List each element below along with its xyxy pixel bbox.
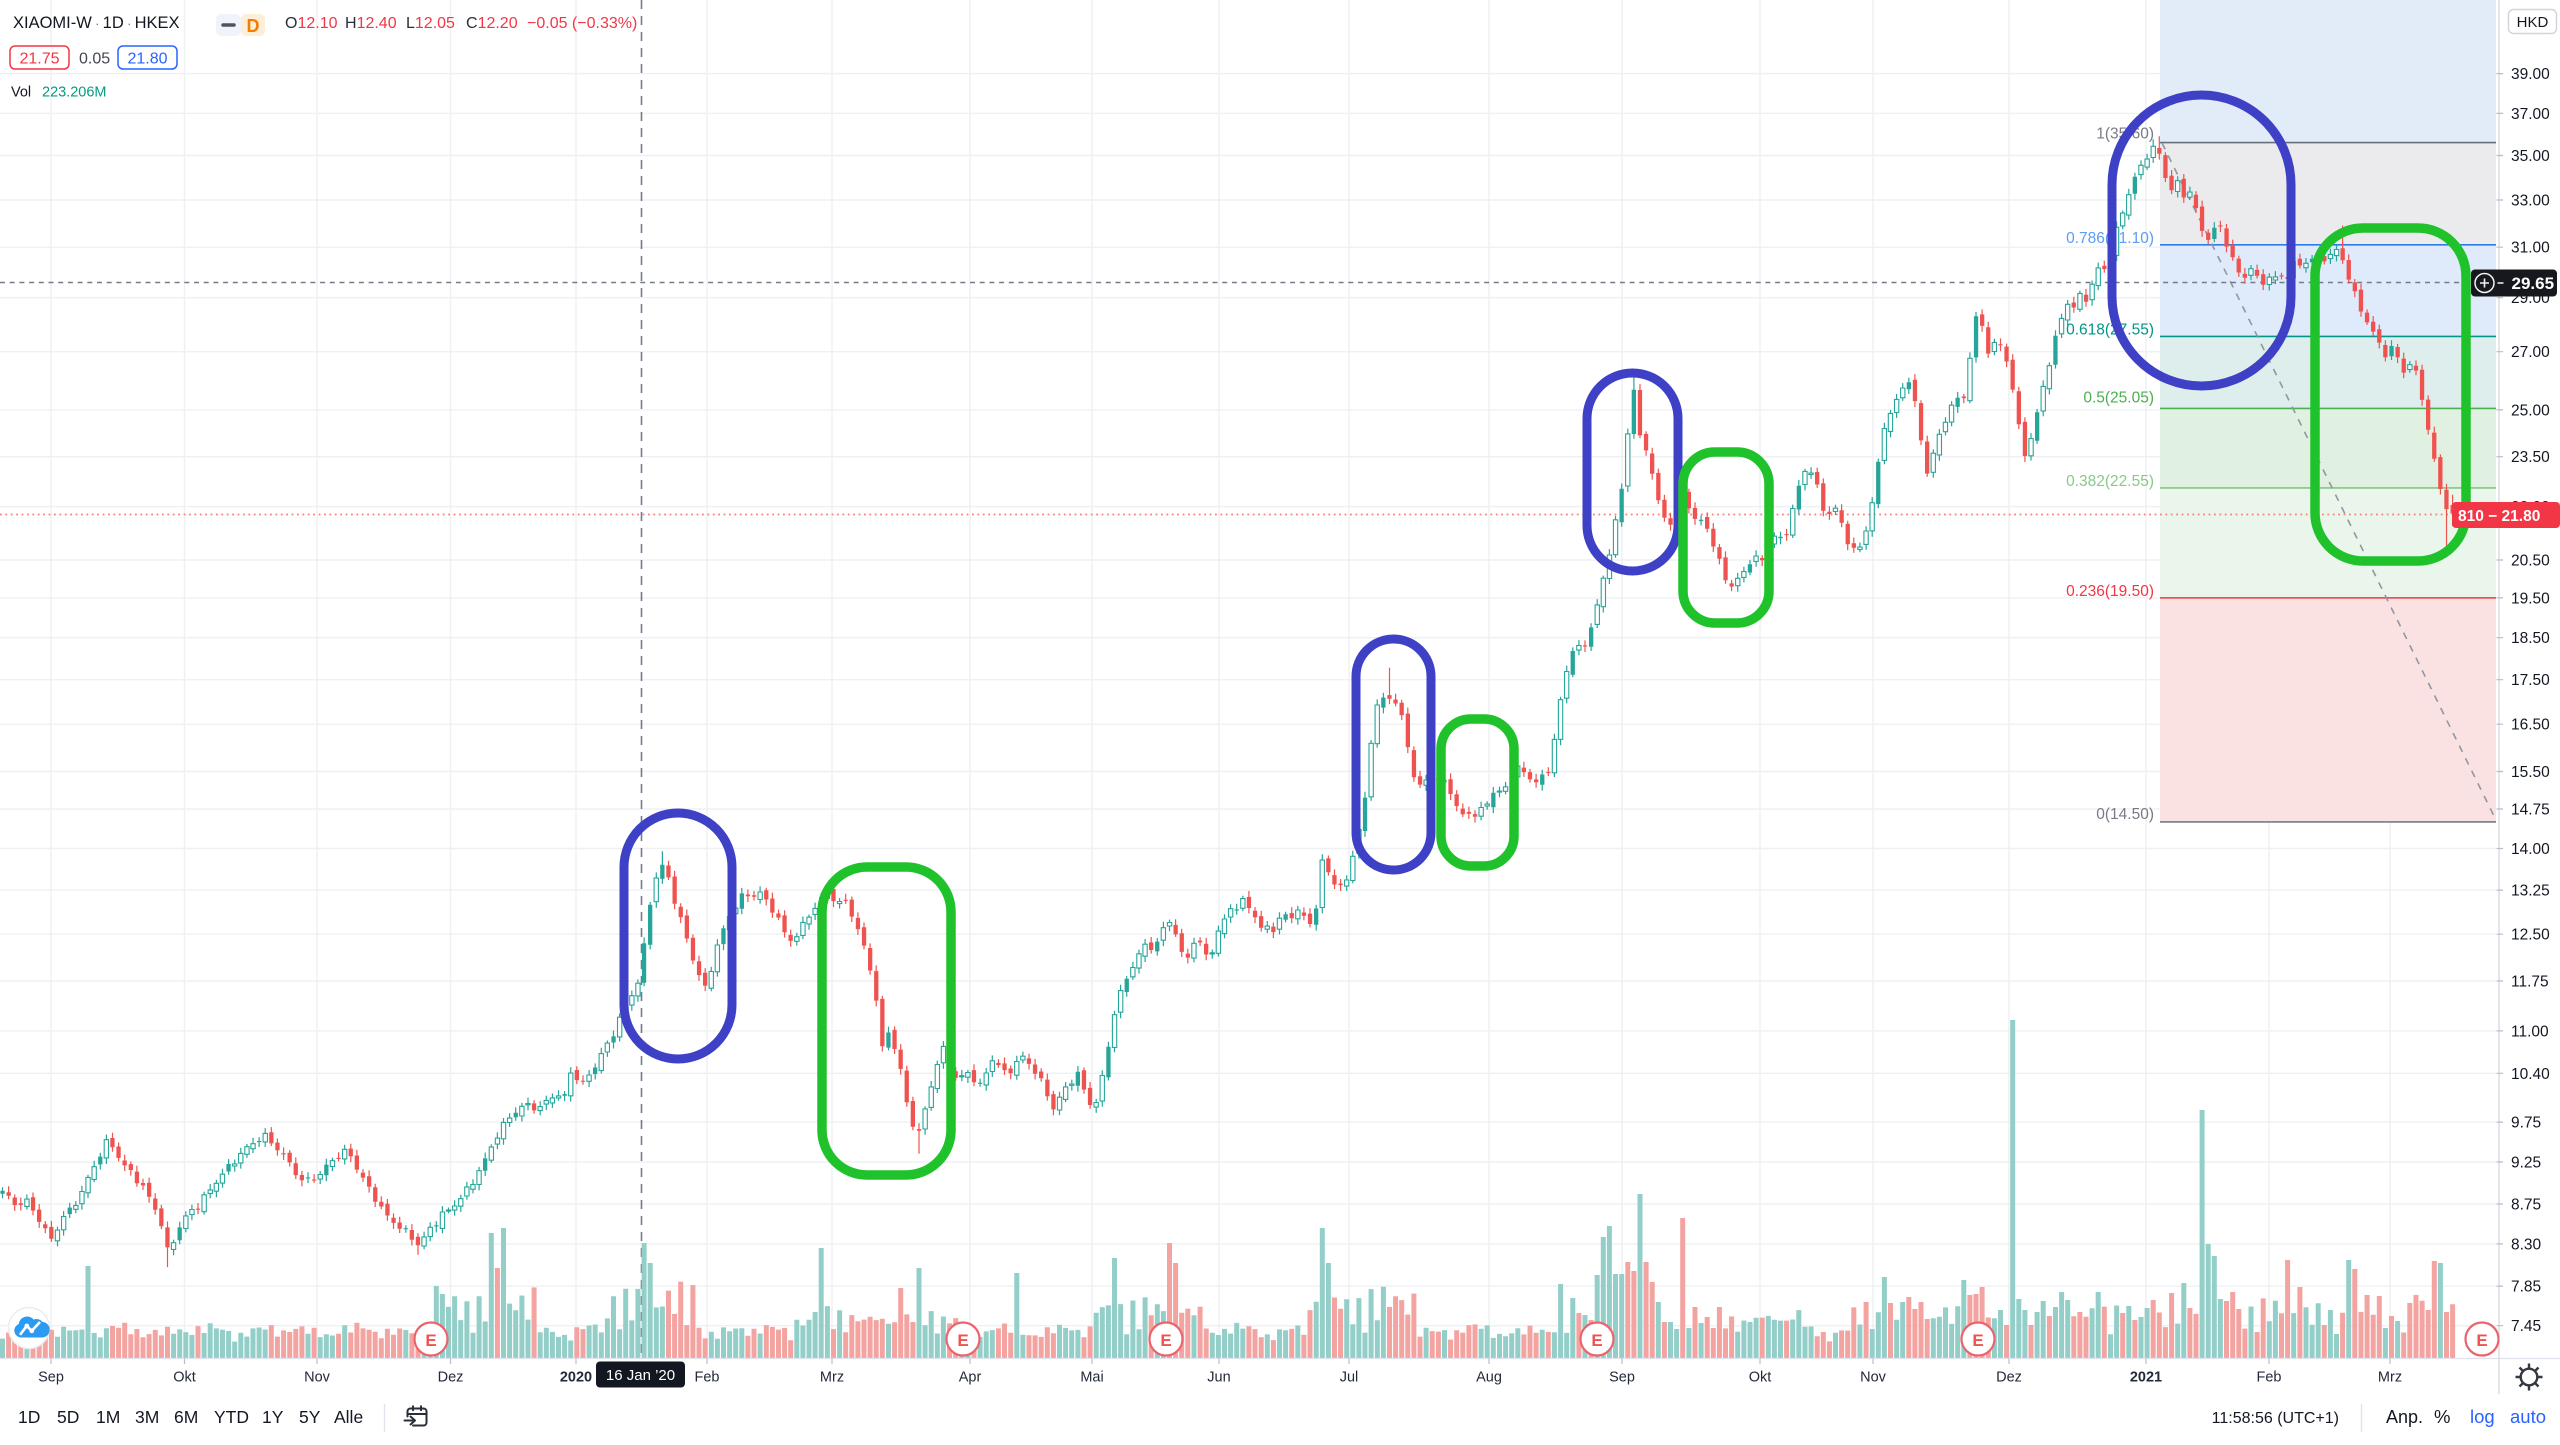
svg-text:31.00: 31.00 [2511, 240, 2550, 257]
svg-text:23.50: 23.50 [2511, 449, 2550, 466]
svg-text:15.50: 15.50 [2511, 764, 2550, 781]
svg-text:C12.20: C12.20 [466, 15, 518, 32]
svg-text:Nov: Nov [1860, 1370, 1887, 1386]
svg-text:35.00: 35.00 [2511, 148, 2550, 165]
svg-text:Anp.: Anp. [2386, 1407, 2423, 1427]
svg-text:Sep: Sep [1609, 1370, 1635, 1386]
svg-text:D: D [247, 16, 260, 36]
svg-text:0.618(27.55): 0.618(27.55) [2066, 322, 2154, 339]
svg-text:16.50: 16.50 [2511, 717, 2550, 734]
svg-text:14.75: 14.75 [2511, 802, 2550, 819]
svg-text:Feb: Feb [2257, 1370, 2282, 1386]
svg-text:E: E [425, 1331, 436, 1350]
svg-text:E: E [1972, 1331, 1983, 1350]
svg-text:25.00: 25.00 [2511, 402, 2550, 419]
svg-text:auto: auto [2510, 1406, 2546, 1427]
svg-text:37.00: 37.00 [2511, 106, 2550, 123]
svg-text:H12.40: H12.40 [345, 15, 397, 32]
svg-text:Jul: Jul [1340, 1370, 1359, 1386]
svg-text:Vol: Vol [11, 85, 31, 101]
svg-text:27.00: 27.00 [2511, 344, 2550, 361]
svg-text:Mrz: Mrz [820, 1370, 844, 1386]
svg-text:1M: 1M [96, 1407, 120, 1427]
svg-text:Mrz: Mrz [2378, 1370, 2402, 1386]
svg-text:0.05: 0.05 [79, 51, 110, 68]
svg-text:1Y: 1Y [262, 1407, 284, 1427]
svg-text:7.85: 7.85 [2511, 1279, 2541, 1296]
svg-text:−0.05 (−0.33%): −0.05 (−0.33%) [527, 15, 637, 32]
svg-text:11.00: 11.00 [2511, 1023, 2549, 1040]
svg-text:2021: 2021 [2130, 1370, 2162, 1386]
svg-text:39.00: 39.00 [2511, 66, 2550, 83]
svg-text:O12.10: O12.10 [285, 15, 338, 32]
svg-text:Jun: Jun [1207, 1370, 1230, 1386]
svg-text:6M: 6M [174, 1407, 198, 1427]
svg-text:E: E [1591, 1331, 1602, 1350]
svg-text:21.80: 21.80 [127, 51, 167, 68]
svg-text:1D: 1D [18, 1407, 40, 1427]
svg-text:Mai: Mai [1080, 1370, 1103, 1386]
svg-text:20.50: 20.50 [2511, 553, 2550, 570]
svg-text:0.5(25.05): 0.5(25.05) [2083, 389, 2154, 406]
svg-text:810 − 21.80: 810 − 21.80 [2458, 508, 2540, 525]
svg-text:Apr: Apr [959, 1370, 982, 1386]
svg-text:10.40: 10.40 [2511, 1066, 2550, 1083]
svg-text:Dez: Dez [1996, 1370, 2022, 1386]
svg-text:Okt: Okt [173, 1370, 196, 1386]
svg-text:11.75: 11.75 [2511, 974, 2549, 991]
svg-text:%: % [2434, 1406, 2450, 1427]
svg-text:0.236(19.50): 0.236(19.50) [2066, 583, 2154, 600]
svg-text:log: log [2470, 1406, 2495, 1427]
svg-text:5Y: 5Y [299, 1407, 321, 1427]
svg-text:Nov: Nov [304, 1370, 331, 1386]
svg-text:8.75: 8.75 [2511, 1197, 2541, 1214]
svg-text:YTD: YTD [214, 1407, 249, 1427]
svg-text:Alle: Alle [334, 1407, 363, 1427]
svg-text:21.75: 21.75 [19, 51, 59, 68]
svg-text:3M: 3M [135, 1407, 159, 1427]
svg-text:7.45: 7.45 [2511, 1318, 2541, 1335]
svg-text:Aug: Aug [1476, 1370, 1502, 1386]
svg-text:17.50: 17.50 [2511, 672, 2550, 689]
svg-text:5D: 5D [57, 1407, 79, 1427]
svg-text:L12.05: L12.05 [406, 15, 455, 32]
svg-text:33.00: 33.00 [2511, 193, 2550, 210]
svg-text:13.25: 13.25 [2511, 883, 2550, 900]
svg-text:11:58:56 (UTC+1): 11:58:56 (UTC+1) [2212, 1410, 2339, 1427]
svg-text:16 Jan ’20: 16 Jan ’20 [606, 1367, 675, 1384]
svg-text:0(14.50): 0(14.50) [2096, 806, 2154, 823]
svg-text:XIAOMI-W ∙ 1D ∙ HKEX: XIAOMI-W ∙ 1D ∙ HKEX [13, 14, 180, 32]
svg-text:Sep: Sep [38, 1370, 64, 1386]
svg-text:223.206M: 223.206M [42, 85, 107, 101]
svg-text:Dez: Dez [438, 1370, 464, 1386]
svg-text:8.30: 8.30 [2511, 1236, 2542, 1253]
svg-text:E: E [957, 1331, 968, 1350]
svg-text:14.00: 14.00 [2511, 841, 2550, 858]
svg-text:2020: 2020 [560, 1370, 592, 1386]
svg-text:E: E [1160, 1331, 1171, 1350]
svg-text:Feb: Feb [695, 1370, 720, 1386]
svg-text:12.50: 12.50 [2511, 927, 2550, 944]
svg-text:9.25: 9.25 [2511, 1155, 2541, 1172]
svg-text:HKD: HKD [2517, 14, 2549, 31]
svg-text:Okt: Okt [1749, 1370, 1772, 1386]
svg-text:E: E [2476, 1331, 2487, 1350]
svg-text:9.75: 9.75 [2511, 1115, 2541, 1132]
svg-text:19.50: 19.50 [2511, 590, 2550, 607]
svg-text:0.382(22.55): 0.382(22.55) [2066, 473, 2154, 490]
svg-text:29.65: 29.65 [2512, 274, 2555, 293]
svg-text:18.50: 18.50 [2511, 630, 2550, 647]
